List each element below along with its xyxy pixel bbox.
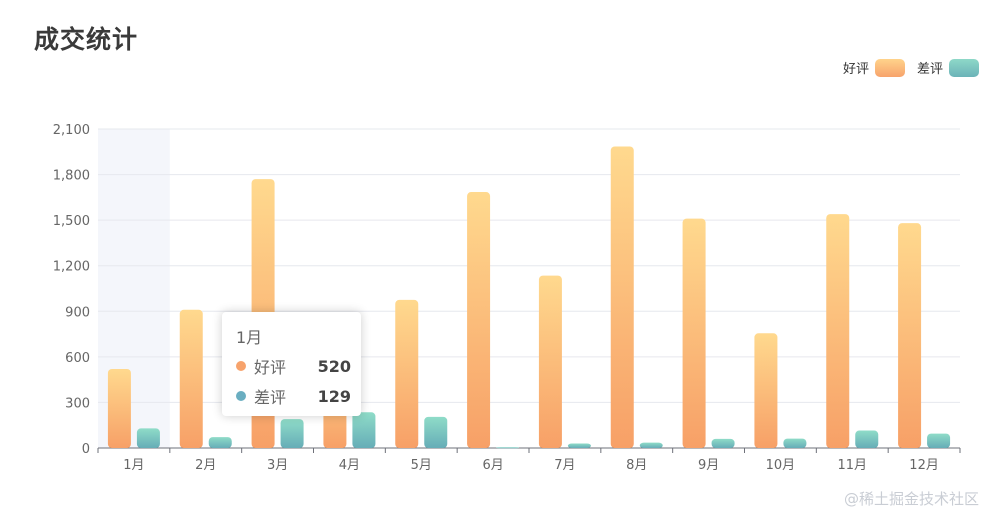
tooltip-label-good: 好评 bbox=[254, 358, 287, 377]
tooltip-row-good: 好评 520 bbox=[236, 354, 351, 378]
legend-item-bad[interactable]: 差评 bbox=[917, 58, 979, 77]
bar-bad-10 bbox=[783, 438, 807, 448]
chart-title: 成交统计 bbox=[34, 25, 139, 54]
x-tick-label: 7月 bbox=[554, 458, 575, 473]
x-tick-label: 8月 bbox=[626, 458, 647, 473]
watermark: @稀土掘金技术社区 bbox=[843, 490, 979, 508]
bar-bad-7 bbox=[567, 443, 591, 448]
tooltip-dot-good bbox=[236, 361, 246, 371]
legend-label-good: 好评 bbox=[842, 62, 869, 77]
bar-good-10 bbox=[754, 333, 778, 448]
bar-good-7 bbox=[538, 275, 562, 448]
x-tick-label: 4月 bbox=[339, 458, 360, 473]
x-tick-label: 1月 bbox=[123, 458, 144, 473]
y-tick-label: 2,100 bbox=[53, 123, 90, 138]
legend: 好评 差评 bbox=[837, 58, 979, 77]
y-tick-label: 1,800 bbox=[53, 169, 90, 184]
x-tick-label: 6月 bbox=[482, 458, 503, 473]
x-tick-label: 11月 bbox=[837, 458, 867, 473]
tooltip-row-bad: 差评 129 bbox=[236, 384, 351, 408]
bar-bad-2 bbox=[208, 437, 232, 448]
bar-bad-12 bbox=[927, 433, 951, 448]
tooltip-value-good: 520 bbox=[317, 356, 351, 376]
legend-label-bad: 差评 bbox=[916, 62, 943, 77]
y-tick-label: 1,500 bbox=[53, 214, 90, 229]
y-tick-label: 0 bbox=[82, 442, 90, 457]
bar-bad-8 bbox=[639, 442, 663, 448]
tooltip-dot-bad bbox=[236, 391, 246, 401]
legend-item-good[interactable]: 好评 bbox=[843, 58, 905, 77]
x-tick-label: 3月 bbox=[267, 458, 288, 473]
bar-bad-1 bbox=[136, 428, 160, 448]
x-tick-label: 2月 bbox=[195, 458, 216, 473]
legend-swatch-bad bbox=[949, 58, 979, 77]
tooltip-title: 1月 bbox=[236, 328, 263, 347]
bar-bad-3 bbox=[280, 419, 304, 448]
tooltip: 1月 好评 520 差评 129 bbox=[222, 312, 361, 416]
x-tick-label: 10月 bbox=[766, 458, 796, 473]
x-tick-label: 12月 bbox=[909, 458, 939, 473]
bar-bad-6 bbox=[496, 447, 520, 449]
bar-bad-11 bbox=[855, 430, 879, 448]
y-tick-label: 900 bbox=[65, 305, 90, 320]
bar-good-12 bbox=[898, 223, 922, 448]
y-tick-label: 600 bbox=[65, 351, 90, 366]
bar-good-11 bbox=[826, 214, 850, 448]
bar-good-6 bbox=[467, 192, 491, 448]
bar-good-9 bbox=[682, 218, 706, 448]
bar-good-5 bbox=[395, 299, 419, 448]
tooltip-value-bad: 129 bbox=[317, 386, 351, 406]
bar-good-2 bbox=[179, 309, 203, 448]
x-tick-label: 5月 bbox=[411, 458, 432, 473]
x-tick-label: 9月 bbox=[698, 458, 719, 473]
bar-bad-9 bbox=[711, 438, 735, 448]
bar-good-8 bbox=[610, 146, 634, 448]
tooltip-label-bad: 差评 bbox=[254, 388, 287, 407]
bar-bad-5 bbox=[424, 416, 448, 448]
bar-good-1 bbox=[107, 369, 131, 448]
bar-bad-4 bbox=[352, 412, 376, 448]
y-tick-label: 1,200 bbox=[53, 260, 90, 275]
legend-swatch-good bbox=[874, 58, 905, 77]
y-tick-label: 300 bbox=[65, 396, 90, 411]
